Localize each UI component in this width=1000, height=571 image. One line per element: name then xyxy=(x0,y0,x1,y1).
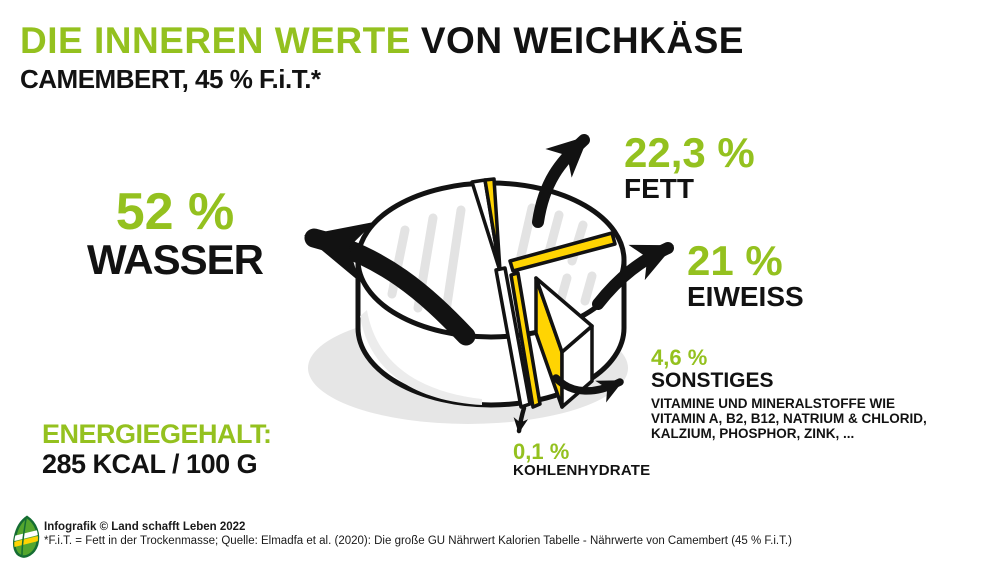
arrow-wasser xyxy=(304,221,476,346)
cheese-side-shade xyxy=(360,310,482,405)
label-fett: 22,3 % FETT xyxy=(624,129,755,204)
kohlenhydrate-name: KOHLENHYDRATE xyxy=(513,462,651,480)
eiweiss-percent: 21 % xyxy=(687,237,783,284)
cut-eiweiss-face xyxy=(508,231,617,273)
sonstiges-description: VITAMINE UND MINERALSTOFFE WIE VITAMIN A… xyxy=(651,395,927,441)
wasser-name: WASSER xyxy=(86,236,264,284)
arrow-kohlenhydrate xyxy=(513,405,529,434)
wasser-percent: 52 % xyxy=(115,183,235,241)
arrow-sonstiges xyxy=(552,374,624,403)
cut-front-face xyxy=(494,266,532,409)
arrow-fett xyxy=(532,134,590,228)
footer-credit: Infografik © Land schafft Leben 2022 xyxy=(44,521,246,533)
fett-name: FETT xyxy=(624,172,694,204)
energy-value: 285 KCAL / 100 G xyxy=(42,448,258,479)
cheese-wheel-illustration xyxy=(304,134,674,434)
footer-footnote: *F.i.T. = Fett in der Trockenmasse; Quel… xyxy=(44,535,792,547)
cut-notch-yellow-face xyxy=(483,177,502,273)
page-subtitle: CAMEMBERT, 45 % F.i.T.* xyxy=(20,64,321,94)
energy-block: ENERGIEGEHALT: 285 KCAL / 100 G xyxy=(42,419,272,479)
title-rest: VON WEICHKÄSE xyxy=(420,20,744,61)
slice-kohlenhydrate xyxy=(509,271,542,409)
label-wasser: 52 % WASSER xyxy=(70,183,280,284)
arrow-eiweiss xyxy=(592,242,674,310)
label-kohlenhydrate: 0,1 % KOHLENHYDRATE xyxy=(513,439,651,480)
eiweiss-name: EIWEISS xyxy=(687,280,804,312)
sonstiges-percent: 4,6 % xyxy=(651,345,708,370)
energy-label: ENERGIEGEHALT: xyxy=(42,419,272,449)
title-highlight: DIE INNEREN WERTE xyxy=(20,20,411,61)
footer: Infografik © Land schafft Leben 2022 *F.… xyxy=(44,520,792,548)
land-schafft-leben-leaf-logo xyxy=(13,515,40,558)
fett-percent: 22,3 % xyxy=(624,129,755,176)
page-title: DIE INNEREN WERTE VON WEICHKÄSE xyxy=(20,22,744,59)
sonstiges-name: SONSTIGES xyxy=(651,369,774,393)
label-eiweiss: 21 % EIWEISS xyxy=(687,237,804,312)
label-sonstiges: 4,6 % SONSTIGES VITAMINE UND MINERALSTOF… xyxy=(651,345,927,441)
kohlenhydrate-percent: 0,1 % xyxy=(513,439,570,464)
